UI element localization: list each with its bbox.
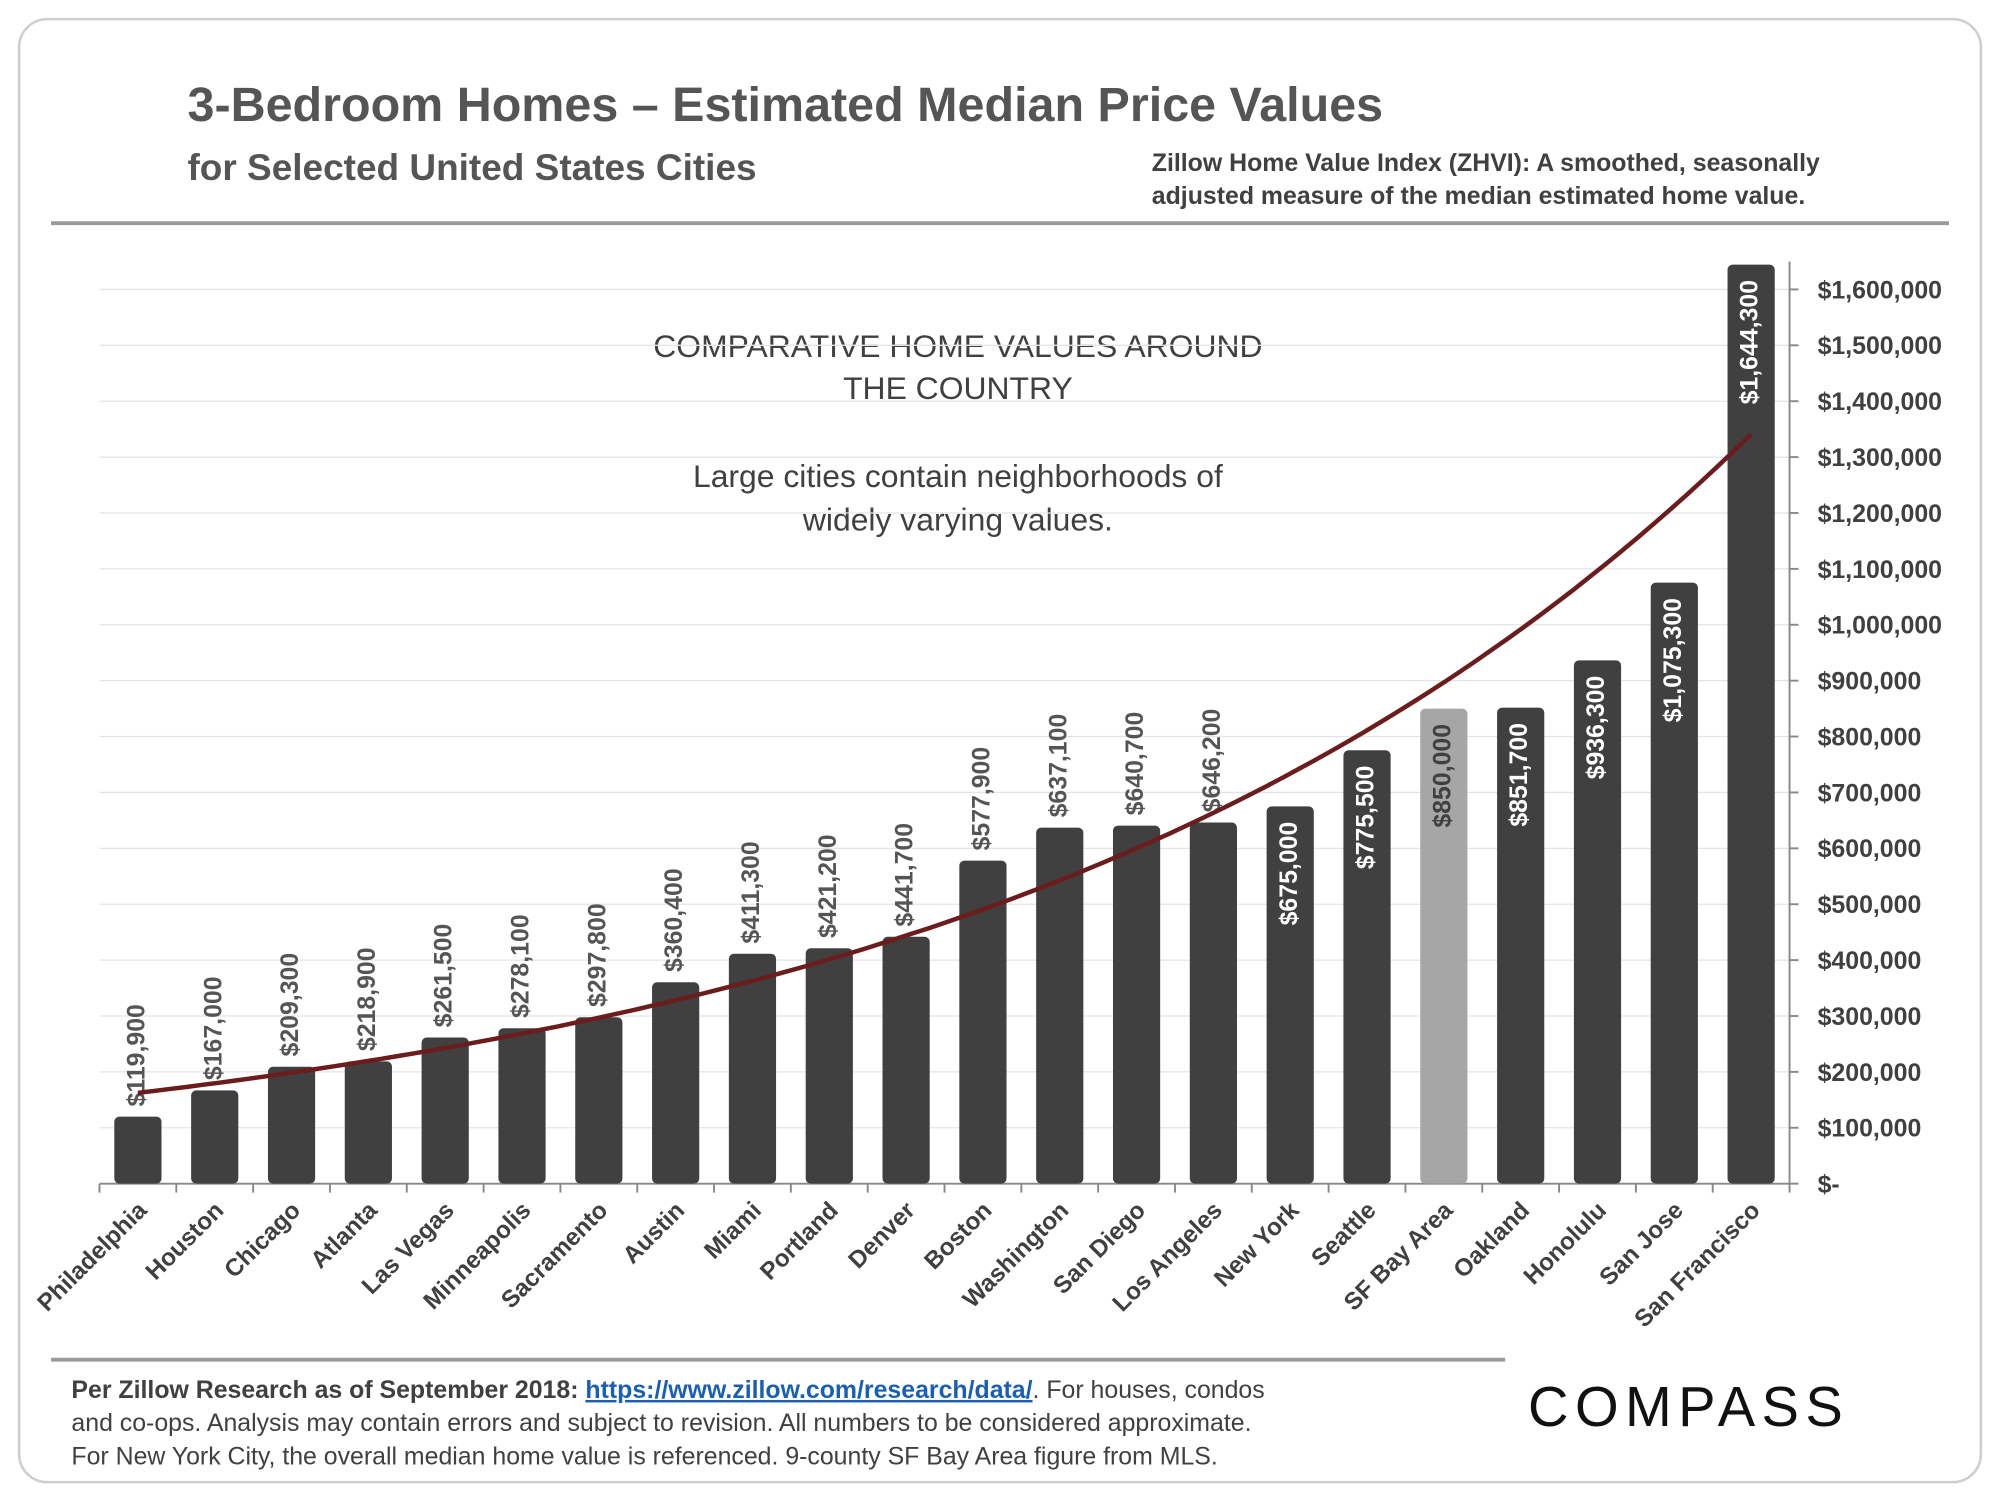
annotation: COMPARATIVE HOME VALUES AROUND (653, 328, 1262, 364)
footer-line: Per Zillow Research as of September 2018… (71, 1376, 1264, 1404)
chart-title: 3-Bedroom Homes – Estimated Median Price… (188, 78, 1384, 132)
bar (191, 1090, 239, 1184)
footer-text: . For houses, condos (1033, 1376, 1265, 1404)
value-label: $297,800 (583, 903, 611, 1007)
bar (575, 1017, 623, 1184)
footer-line: and co-ops. Analysis may contain errors … (71, 1409, 1251, 1437)
annotation: widely varying values. (802, 502, 1113, 538)
footer-source: Per Zillow Research as of September 2018… (71, 1376, 578, 1404)
value-label: $441,700 (891, 823, 919, 927)
bar (1650, 582, 1698, 1184)
value-label: $577,900 (967, 747, 995, 851)
value-label: $1,644,300 (1736, 280, 1764, 404)
bar (498, 1028, 546, 1184)
y-tick-label: $200,000 (1818, 1059, 1922, 1087)
logo: COMPASS (1528, 1375, 1849, 1438)
note: adjusted measure of the median estimated… (1152, 182, 1805, 210)
value-label: $851,700 (1505, 723, 1533, 827)
annotation: Large cities contain neighborhoods of (693, 458, 1223, 494)
y-tick-label: $1,300,000 (1818, 444, 1942, 472)
value-label: $675,000 (1275, 822, 1303, 926)
value-label: $209,300 (276, 953, 304, 1057)
bar (421, 1037, 469, 1184)
value-label: $360,400 (660, 868, 688, 972)
bar (1573, 660, 1622, 1184)
value-label: $936,300 (1582, 676, 1610, 780)
y-tick-label: $600,000 (1818, 835, 1922, 863)
y-tick-label: $1,200,000 (1818, 500, 1942, 528)
y-tick-label: $1,100,000 (1818, 556, 1942, 584)
bar (114, 1116, 162, 1184)
y-tick-label: $900,000 (1818, 668, 1922, 696)
bar (1420, 708, 1468, 1184)
value-label: $850,000 (1428, 724, 1456, 828)
value-label: $119,900 (122, 1004, 150, 1106)
bar (1112, 825, 1161, 1184)
y-tick-label: $1,500,000 (1818, 332, 1942, 360)
value-label: $775,500 (1352, 766, 1380, 870)
value-label: $640,700 (1121, 712, 1149, 816)
source-link[interactable]: https://www.zillow.com/research/data/ (585, 1376, 1032, 1404)
bar (1727, 264, 1775, 1184)
annotation: THE COUNTRY (843, 370, 1073, 406)
value-label: $278,100 (507, 914, 535, 1018)
bar (267, 1066, 316, 1184)
y-tick-label: $100,000 (1818, 1115, 1922, 1143)
y-tick-label: $1,600,000 (1818, 276, 1942, 304)
bar (882, 936, 930, 1184)
bar (1266, 806, 1314, 1184)
value-label: $261,500 (430, 924, 458, 1028)
value-label: $646,200 (1198, 709, 1226, 813)
y-tick-label: $1,000,000 (1818, 612, 1942, 640)
bar (1036, 827, 1084, 1184)
bar (344, 1061, 392, 1184)
footer-line: For New York City, the overall median ho… (71, 1442, 1217, 1470)
value-label: $1,075,300 (1659, 598, 1687, 722)
bar (1343, 750, 1391, 1184)
y-tick-label: $300,000 (1818, 1003, 1922, 1031)
value-label: $167,000 (199, 976, 227, 1080)
bar (1189, 822, 1237, 1184)
y-tick-label: $800,000 (1818, 723, 1922, 751)
value-label: $637,100 (1044, 714, 1072, 818)
bar (959, 860, 1007, 1184)
bar (728, 953, 777, 1184)
trendline (137, 432, 1753, 1096)
y-tick-label: $500,000 (1818, 891, 1922, 919)
value-label: $218,900 (353, 947, 381, 1051)
bar (1497, 707, 1545, 1184)
chart-subtitle: for Selected United States Cities (188, 147, 757, 188)
value-label: $411,300 (737, 841, 765, 943)
value-label: $421,200 (814, 834, 842, 938)
bar (805, 948, 853, 1184)
y-tick-label: $700,000 (1818, 779, 1922, 807)
bar (652, 982, 700, 1184)
note: Zillow Home Value Index (ZHVI): A smooth… (1152, 149, 1820, 177)
y-tick-label: $400,000 (1818, 947, 1922, 975)
y-tick-label: $- (1818, 1171, 1840, 1199)
y-tick-label: $1,400,000 (1818, 388, 1942, 416)
